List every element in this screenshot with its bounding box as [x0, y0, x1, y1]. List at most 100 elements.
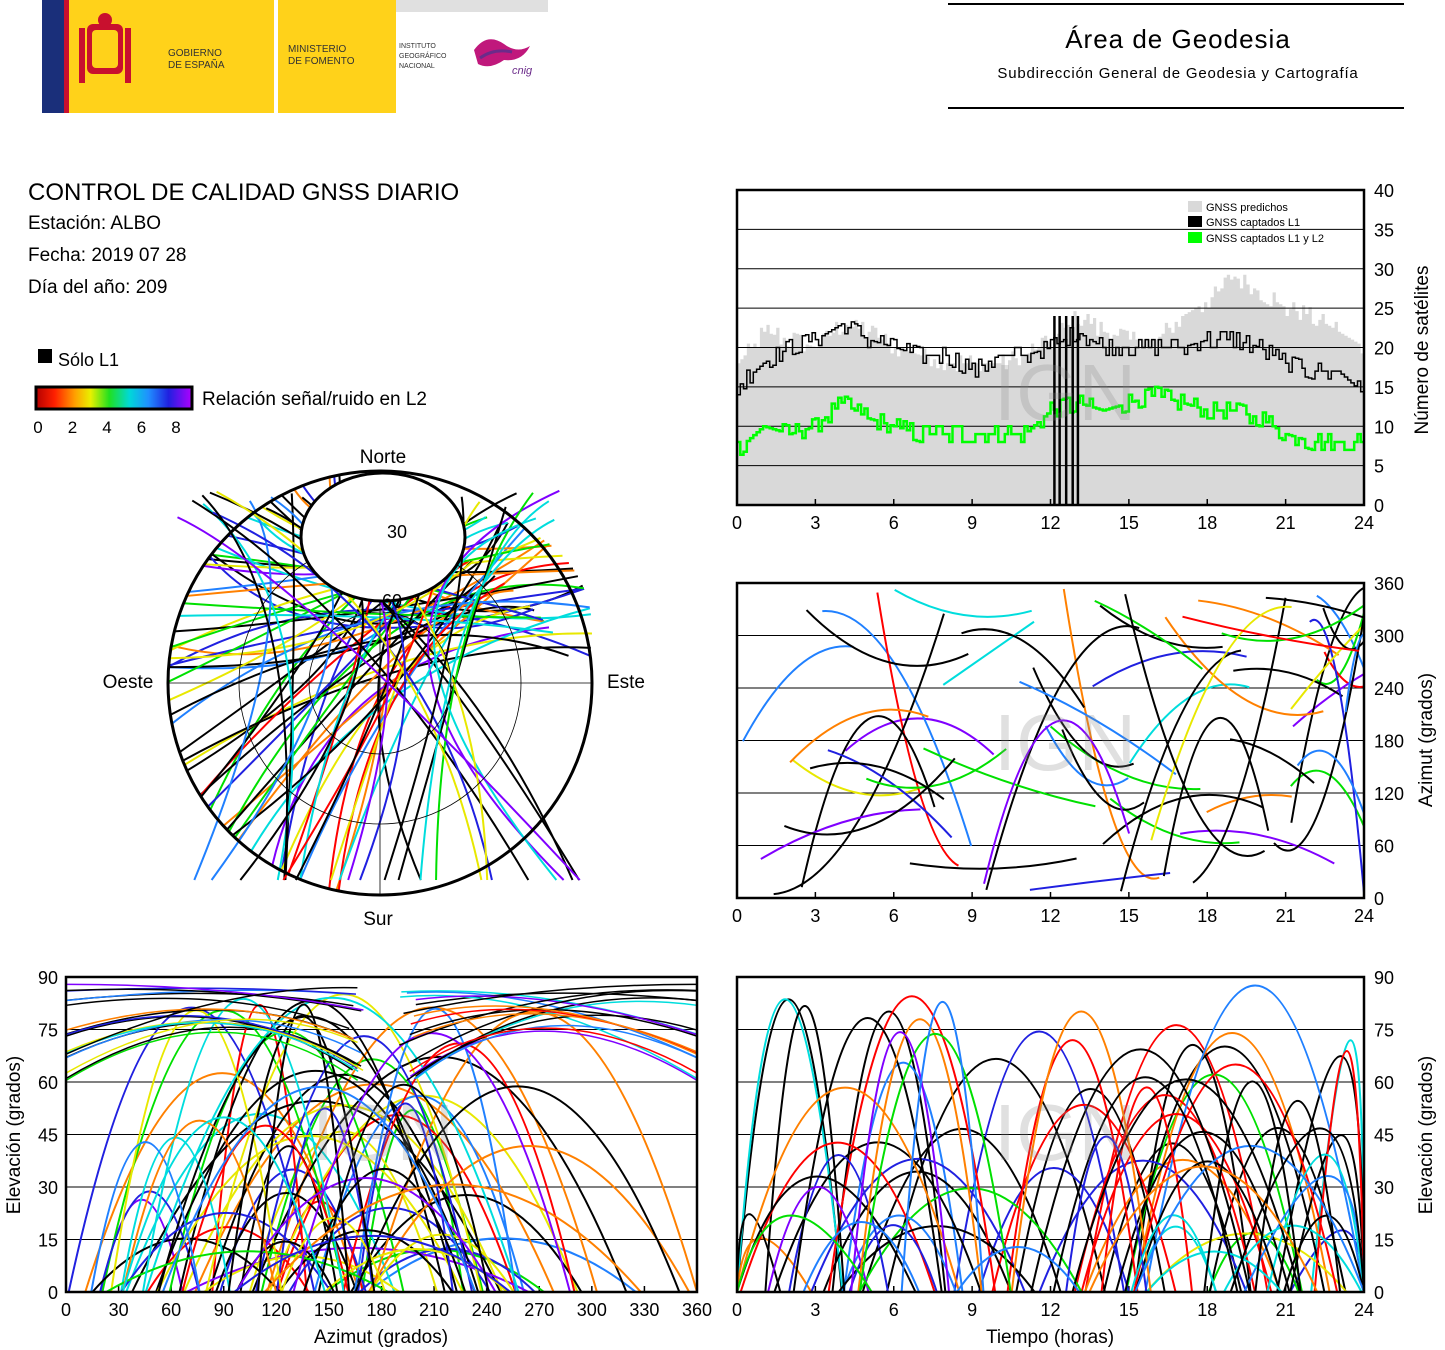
satellite-count-chart: IGN GNSS predichos GNSS captados L1 GNSS…	[732, 181, 1433, 530]
satellite-track	[254, 1035, 474, 1293]
satellite-track	[257, 1003, 351, 1293]
x-tick-label: 24	[1354, 906, 1374, 926]
plot-frame	[735, 975, 1366, 1294]
chart-legend: GNSS predichos GNSS captados L1 GNSS cap…	[1188, 201, 1324, 245]
satellite-track	[1296, 749, 1365, 814]
satellite-track	[885, 1058, 1106, 1293]
satellite-track	[1309, 619, 1365, 893]
satellite-track	[1019, 680, 1177, 776]
area-title: Área de Geodesia	[1065, 24, 1291, 54]
x-axis-label: Azimut (grados)	[314, 1327, 448, 1348]
satellite-track	[953, 1030, 1125, 1293]
satellite-track	[1290, 624, 1365, 710]
y-axis-label: Elevación (grados)	[1416, 1056, 1437, 1214]
y-tick-label: 90	[38, 968, 58, 988]
page-title: CONTROL DE CALIDAD GNSS DIARIO	[28, 179, 460, 206]
x-tick-label: 9	[967, 513, 977, 530]
satellite-track	[1061, 729, 1145, 811]
svg-text:cnig: cnig	[512, 65, 533, 77]
header-logos: GOBIERNO DE ESPAÑA MINISTERIO DE FOMENTO…	[42, 0, 548, 113]
satellite-track	[409, 1027, 698, 1074]
satellite-track	[65, 983, 364, 1011]
satellite-track	[191, 499, 530, 881]
legend-predichos: GNSS predichos	[1206, 202, 1288, 214]
snr-tick: 6	[137, 418, 146, 437]
x-tick-label: 15	[1119, 513, 1139, 530]
satellite-track	[141, 997, 345, 1293]
x-tick-label: 3	[810, 513, 820, 530]
satellite-track	[822, 610, 973, 847]
satellite-track	[784, 757, 956, 836]
satellite-track	[1084, 1024, 1269, 1293]
satellite-track	[65, 997, 350, 1030]
satellite-track	[1080, 1112, 1273, 1293]
satellite-track	[313, 1095, 525, 1293]
satellite-track	[105, 1250, 389, 1293]
satellite-track	[168, 608, 590, 668]
legend-l1l2: GNSS captados L1 y L2	[1206, 233, 1324, 245]
satellite-track	[739, 1141, 936, 1293]
x-tick-label: 21	[1276, 906, 1296, 926]
satellite-track	[1289, 1134, 1365, 1293]
satellite-track	[1179, 829, 1335, 865]
satellite-track	[367, 1145, 691, 1293]
satellite-track	[65, 1026, 356, 1080]
x-tick-label: 300	[577, 1300, 607, 1320]
satellite-track	[406, 991, 698, 1059]
satellite-track	[1162, 717, 1270, 877]
satellite-track	[736, 1214, 873, 1293]
satellite-track	[844, 717, 995, 756]
satellite-track	[1233, 667, 1344, 698]
satellite-track	[171, 600, 590, 725]
y-axis-label: Número de satélites	[1412, 266, 1433, 435]
satellite-track	[1094, 599, 1203, 670]
satellite-track	[1254, 1099, 1342, 1293]
area-subtitle: Subdirección General de Geodesia y Carto…	[997, 65, 1358, 82]
x-tick-label: 60	[161, 1300, 181, 1320]
satellite-track	[302, 1167, 467, 1293]
ign-watermark: IGN	[994, 698, 1136, 787]
y-tick-label: 75	[38, 1021, 58, 1041]
satellite-track	[1145, 1232, 1348, 1293]
satellite-track	[791, 759, 927, 797]
y-axis-label: Elevación (grados)	[4, 1056, 25, 1214]
x-tick-label: 120	[261, 1300, 291, 1320]
satellite-track	[1073, 1094, 1256, 1293]
satellite-track	[299, 521, 508, 880]
satellite-track	[1071, 1078, 1301, 1293]
x-tick-label: 0	[61, 1300, 71, 1320]
satellite-track	[203, 1255, 401, 1293]
x-tick-label: 6	[889, 906, 899, 926]
label-west: Oeste	[103, 672, 154, 693]
satellite-track	[1344, 632, 1365, 713]
satellite-track	[90, 1141, 201, 1293]
x-tick-label: 12	[1040, 906, 1060, 926]
satellite-track	[408, 989, 698, 1064]
y-tick-label: 0	[48, 1283, 58, 1303]
satellite-track	[403, 983, 698, 1015]
y-axis-label: Azimut (grados)	[1416, 673, 1437, 807]
satellite-track	[991, 1103, 1177, 1293]
y-tick-label: 5	[1374, 457, 1384, 477]
y-tick-label: 45	[38, 1126, 58, 1146]
x-tick-label: 30	[109, 1300, 129, 1320]
satellite-track	[413, 1024, 698, 1080]
y-tick-label: 40	[1374, 181, 1394, 201]
y-tick-label: 25	[1374, 299, 1394, 319]
y-tick-label: 30	[1374, 1178, 1394, 1198]
satellite-track	[809, 761, 945, 800]
x-tick-label: 24	[1354, 1300, 1374, 1320]
ign-line1: INSTITUTO	[399, 43, 436, 50]
y-tick-label: 30	[38, 1178, 58, 1198]
satellite-track	[1100, 1086, 1194, 1293]
ign-watermark: IGN	[312, 1088, 454, 1177]
satellite-track	[65, 1018, 358, 1074]
satellite-track	[250, 607, 591, 852]
satellite-track	[792, 1017, 943, 1293]
x-tick-label: 150	[314, 1300, 344, 1320]
eu-flag-strip	[42, 0, 64, 113]
y-tick-label: 360	[1374, 574, 1404, 594]
x-tick-label: 0	[732, 513, 742, 530]
satellite-track	[858, 1032, 1012, 1293]
y-tick-label: 45	[1374, 1126, 1394, 1146]
